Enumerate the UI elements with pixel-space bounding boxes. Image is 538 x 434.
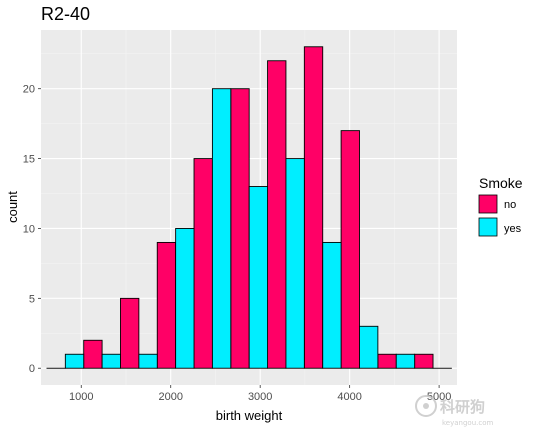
legend-label-no: no (504, 199, 516, 211)
bar-no (377, 353, 397, 369)
legend-key-no (478, 194, 498, 214)
y-axis-ticks: 0 5 10 15 20 (23, 84, 41, 375)
legend-key-yes (478, 217, 498, 237)
watermark-logo: 科研狗 keyangou.com (415, 395, 493, 427)
bar-no (83, 339, 103, 369)
y-tick-label: 0 (29, 363, 35, 375)
bar-no (230, 88, 250, 369)
watermark-text: 科研狗 (440, 398, 485, 416)
bars-group (46, 46, 452, 369)
bar-yes (395, 353, 416, 369)
bar-yes (248, 186, 269, 369)
bar-yes (285, 158, 305, 369)
bar-no (303, 46, 324, 369)
x-axis-ticks: 1000 2000 3000 4000 5000 (69, 385, 451, 403)
bar-no (120, 297, 140, 369)
chart-title: R2-40 (41, 4, 90, 24)
x-tick-label: 1000 (69, 391, 93, 403)
bar-no (267, 60, 287, 369)
bar-no (193, 158, 213, 369)
x-axis-title: birth weight (216, 408, 283, 423)
legend: Smoke no yes (478, 175, 523, 237)
bar-yes (138, 353, 158, 369)
watermark-subtext: keyangou.com (442, 419, 493, 427)
bar-yes (64, 353, 85, 369)
bar-no (156, 241, 177, 369)
legend-label-yes: yes (504, 223, 522, 235)
bar-no (340, 130, 360, 369)
y-tick-label: 5 (29, 293, 35, 305)
bar-yes (211, 88, 232, 369)
y-tick-label: 20 (23, 84, 35, 96)
bar-no (414, 353, 434, 369)
x-tick-label: 4000 (337, 391, 361, 403)
y-tick-label: 10 (23, 223, 35, 235)
legend-title: Smoke (479, 175, 523, 191)
y-tick-label: 15 (23, 154, 35, 166)
bar-yes (359, 325, 379, 369)
bar-yes (322, 241, 342, 369)
x-tick-label: 3000 (248, 391, 272, 403)
x-tick-label: 2000 (158, 391, 182, 403)
bar-yes (101, 353, 121, 369)
bar-yes (175, 228, 195, 369)
y-axis-title: count (5, 191, 20, 223)
